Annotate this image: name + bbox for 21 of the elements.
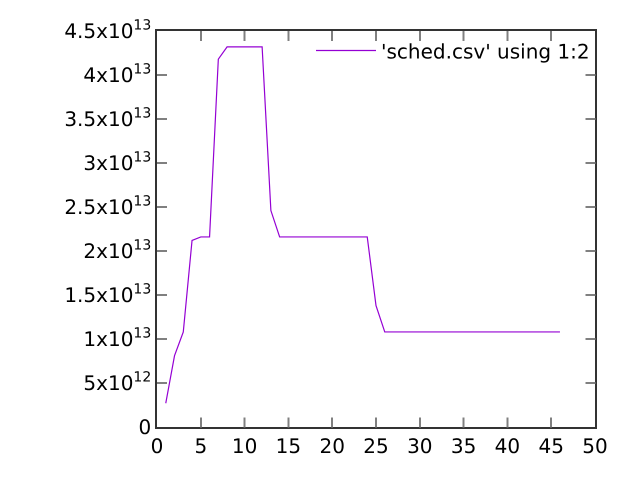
y-tick-label: 1x10$^{13}$ — [83, 326, 152, 351]
y-tick-label: 4x10$^{13}$ — [83, 62, 152, 87]
x-tick-label: 25 — [363, 434, 389, 458]
x-tick-label: 45 — [538, 434, 564, 458]
y-tick-label: 2x10$^{13}$ — [83, 238, 152, 263]
y-tick-label: 0 — [138, 415, 152, 439]
x-tick-label: 20 — [319, 434, 345, 458]
y-tick-label: 4.5x10$^{13}$ — [64, 18, 152, 43]
x-tick-label: 40 — [494, 434, 520, 458]
y-tick-label: 3x10$^{13}$ — [83, 150, 152, 175]
y-tick-label: 5x10$^{12}$ — [83, 370, 152, 395]
y-tick-label: 2.5x10$^{13}$ — [64, 194, 152, 219]
x-tick-label: 35 — [450, 434, 476, 458]
x-tick-label: 30 — [407, 434, 433, 458]
x-tick-label: 50 — [582, 434, 608, 458]
x-tick-label: 15 — [276, 434, 302, 458]
legend-label: 'sched.csv' using 1:2 — [381, 39, 590, 64]
x-tick-label: 5 — [194, 434, 208, 458]
y-tick-label: 1.5x10$^{13}$ — [64, 282, 152, 307]
x-tick-label: 10 — [232, 434, 258, 458]
y-tick-label: 3.5x10$^{13}$ — [64, 106, 152, 131]
